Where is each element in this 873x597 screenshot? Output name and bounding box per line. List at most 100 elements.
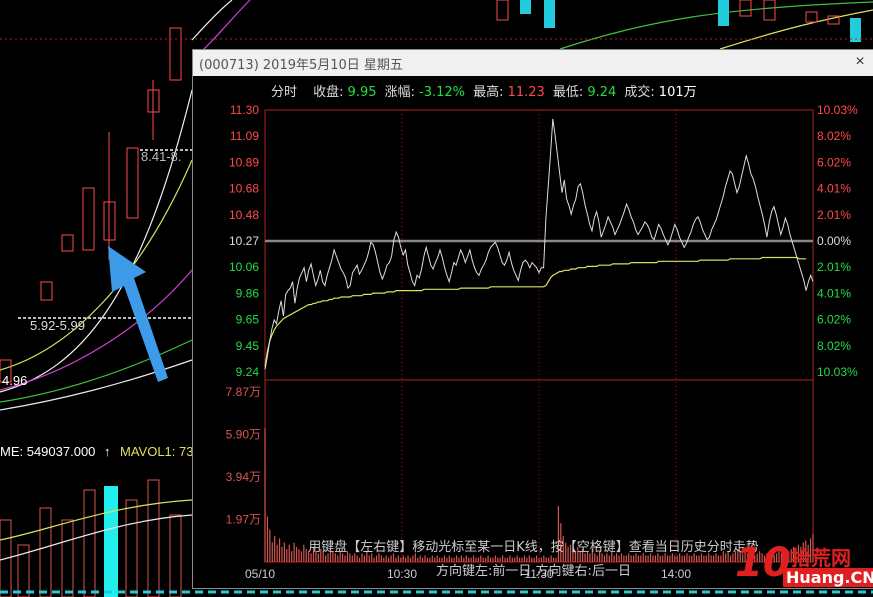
- intraday-popup[interactable]: (000713) 2019年5月10日 星期五 × 分时 收盘: 9.95 涨幅:…: [192, 49, 873, 589]
- background-volume-bars: [0, 479, 193, 597]
- bg-mavol-line-2: [0, 514, 193, 561]
- background-ma-top-white: [191, 0, 233, 41]
- percent-tick-label: 2.01%: [817, 260, 851, 274]
- watermark-number: 10: [735, 540, 791, 586]
- intraday-chart[interactable]: 11.30 11.09 10.89 10.68 10.48 10.27 10.06 9.86 9…: [193, 102, 873, 582]
- bg-candle-top: [718, 0, 729, 26]
- percent-ticks: 10.03% 8.02% 6.02% 4.01% 2.01% 0.00% 2.01% 4.01…: [817, 103, 858, 379]
- bg-candle-top: [544, 0, 555, 28]
- high-label: 最高:: [473, 85, 504, 100]
- close-value: 9.95: [347, 85, 377, 100]
- time-tick-label: 14:00: [661, 567, 691, 581]
- info-bar: 分时 收盘: 9.95 涨幅: -3.12% 最高: 11.23 最低: 9.24 成交…: [271, 81, 701, 100]
- percent-tick-label: 6.02%: [817, 155, 851, 169]
- bg-vol-bar: [61, 519, 74, 597]
- bg-candle: [40, 281, 53, 301]
- change-label: 涨幅:: [384, 85, 416, 100]
- bg-price-label: 4.96: [2, 373, 28, 388]
- bg-candle-top: [763, 0, 776, 21]
- chart-grid: [264, 109, 814, 563]
- background-ma-line-white: [0, 359, 193, 411]
- low-value: 9.24: [587, 85, 617, 100]
- popup-title: (000713) 2019年5月10日 星期五: [199, 58, 403, 73]
- bg-vol-bar: [125, 499, 138, 597]
- price-tick-label: 10.06: [229, 260, 259, 274]
- background-ma-line-magenta: [0, 269, 193, 391]
- volume-label: 成交:: [624, 85, 655, 100]
- volume-bars: [264, 428, 814, 562]
- percent-tick-label: 10.03%: [817, 103, 858, 117]
- background-ma-line-green: [0, 339, 193, 403]
- bg-candle: [126, 147, 139, 219]
- price-ticks: 11.30 11.09 10.89 10.68 10.48 10.27 10.06 9.86 9…: [229, 103, 259, 379]
- bg-mavol-line: [0, 499, 193, 541]
- watermark-domain: Huang.CN: [783, 568, 873, 587]
- background-ma-line-white-2: [0, 89, 193, 393]
- close-label: 收盘:: [313, 85, 344, 100]
- price-tick-label: 10.27: [229, 234, 259, 248]
- bg-vol-bar: [147, 479, 160, 597]
- time-tick-label: 10:30: [387, 567, 417, 581]
- bg-candle-top: [739, 0, 752, 17]
- bg-candle: [0, 359, 12, 383]
- volume-tick-label: 5.90万: [226, 428, 261, 442]
- average-price-line: [264, 256, 807, 367]
- bg-candle-top: [827, 15, 840, 25]
- price-tick-label: 11.09: [230, 129, 259, 143]
- price-line: [264, 118, 814, 370]
- bg-vol-bar: [17, 544, 30, 597]
- bg-candle-top: [850, 18, 861, 42]
- background-candles: [0, 0, 861, 383]
- bg-vol-bar: [169, 514, 182, 597]
- percent-tick-label: 10.03%: [817, 365, 858, 379]
- time-tick-label: 11:30: [524, 567, 553, 581]
- bg-candle-top: [520, 0, 531, 14]
- price-tick-label: 10.48: [229, 208, 259, 222]
- bg-volume-arrow: ↑: [104, 444, 111, 459]
- background-ma-top-yellow: [719, 9, 873, 50]
- percent-tick-label: 4.01%: [817, 182, 851, 196]
- percent-tick-label: 8.02%: [817, 339, 851, 353]
- bg-range-label-b: 8.41-8.: [141, 149, 182, 164]
- percent-tick-label: 4.01%: [817, 286, 851, 300]
- price-tick-label: 9.65: [236, 313, 260, 327]
- popup-titlebar[interactable]: (000713) 2019年5月10日 星期五 ×: [193, 50, 873, 76]
- bg-candle: [169, 27, 182, 81]
- price-tick-label: 9.86: [236, 286, 260, 300]
- background-ma-line-yellow: [0, 159, 193, 371]
- volume-tick-label: 1.97万: [226, 512, 261, 526]
- bg-candle: [61, 234, 74, 252]
- high-value: 11.23: [507, 85, 545, 100]
- close-button[interactable]: ×: [855, 53, 865, 70]
- bg-candle: [82, 187, 95, 251]
- bg-candle-top: [805, 11, 818, 23]
- volume-tick-label: 3.94万: [226, 470, 261, 484]
- price-tick-label: 10.89: [229, 155, 259, 169]
- bg-mavol-label: MAVOL1: 73: [120, 444, 194, 459]
- volume-value: 101万: [658, 85, 697, 100]
- percent-tick-label: 6.02%: [817, 313, 851, 327]
- price-tick-label: 9.45: [236, 339, 260, 353]
- bg-vol-bar: [83, 489, 96, 597]
- percent-tick-label: 8.02%: [817, 129, 851, 143]
- watermark-brand: 拾荒网: [791, 546, 851, 570]
- background-ma-top-green: [559, 1, 873, 50]
- price-tick-label: 10.68: [229, 182, 259, 196]
- watermark-logo: 10 拾荒网 Huang.CN: [735, 540, 873, 592]
- bg-vol-bar: [39, 507, 52, 597]
- percent-tick-label: 2.01%: [817, 208, 851, 222]
- blue-arrow-pointer: [108, 246, 168, 382]
- volume-ticks: 7.87万 5.90万 3.94万 1.97万: [226, 385, 261, 526]
- footer-hint-line-1: 用键盘【左右键】移动光标至某一日K线，按【空格键】查看当日历史分时走势: [308, 540, 759, 555]
- price-tick-label: 11.30: [230, 103, 259, 117]
- bg-volume-label: ME: 549037.000: [0, 444, 96, 459]
- footer-hint-line-2: 方向键左:前一日 方向键右:后一日: [436, 564, 631, 579]
- time-tick-label: 05/10: [245, 567, 275, 581]
- percent-tick-label: 0.00%: [817, 234, 851, 248]
- mode-label: 分时: [271, 85, 298, 100]
- price-tick-label: 9.24: [236, 365, 260, 379]
- low-label: 最低:: [552, 85, 584, 100]
- bg-range-label-a: 5.92-5.99: [30, 318, 85, 333]
- bg-vol-bar: [0, 519, 12, 597]
